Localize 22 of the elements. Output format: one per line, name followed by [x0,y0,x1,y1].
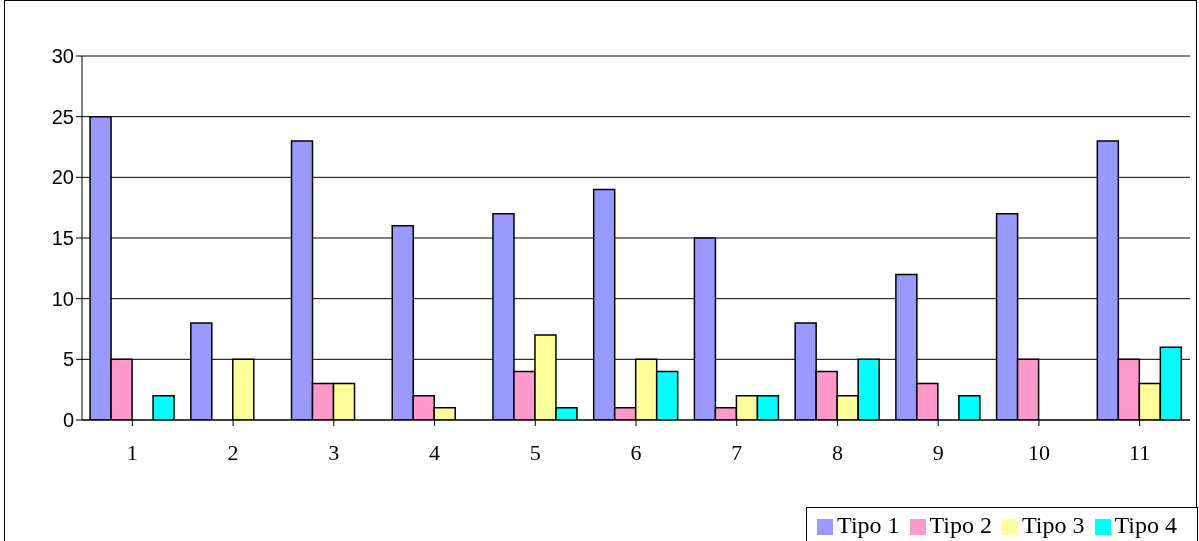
x-tick-label: 3 [328,439,340,465]
legend-label: Tipo 4 [1114,512,1177,538]
y-tick-label: 5 [62,348,74,371]
x-tick-label: 5 [529,439,541,465]
x-tick-label: 9 [932,439,944,465]
x-tick-label: 1 [126,439,138,465]
x-tick-label: 11 [1129,439,1151,465]
legend-label: Tipo 1 [837,512,900,538]
x-tick-label: 10 [1027,439,1050,465]
y-tick-label: 30 [51,45,74,68]
y-tick-label: 25 [51,105,74,128]
y-tick-label: 10 [51,287,74,310]
legend-label: Tipo 3 [1022,512,1085,538]
x-tick-label: 7 [731,439,743,465]
y-tick-label: 20 [51,166,74,189]
x-tick-label: 6 [630,439,642,465]
y-tick-label: 15 [51,227,74,250]
x-tick-label: 8 [831,439,843,465]
x-tick-label: 2 [227,439,239,465]
x-tick-label: 4 [429,439,441,465]
legend-label: Tipo 2 [929,512,993,538]
y-tick-label: 0 [62,409,74,432]
